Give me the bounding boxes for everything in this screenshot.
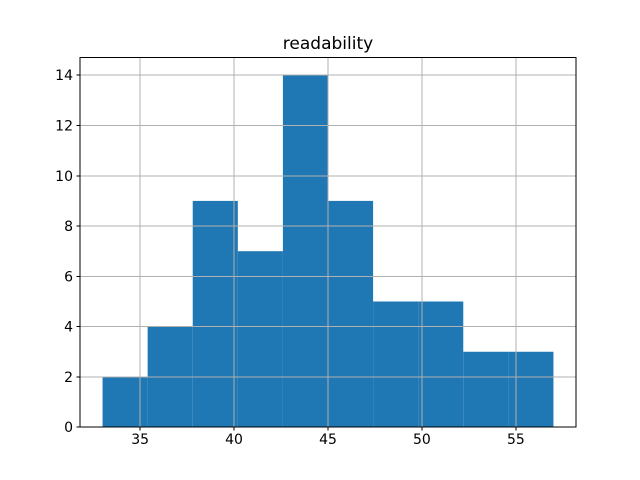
y-tick-label: 6: [64, 269, 73, 285]
y-tick-label: 10: [55, 169, 73, 185]
tick-labels-layer: 35 40 45 50 55 0 2 4 6 8 10 12 14: [55, 68, 525, 448]
ticks-layer: [76, 74, 517, 431]
x-tick-label: 40: [225, 432, 243, 448]
y-tick-label: 14: [55, 68, 73, 84]
histogram-bar: [463, 351, 509, 428]
y-tick-label: 12: [55, 118, 73, 134]
x-tick-label: 55: [507, 432, 525, 448]
y-tick-label: 2: [64, 370, 73, 386]
histogram-bar: [282, 75, 328, 428]
chart-title: readability: [283, 34, 373, 54]
bars-layer: [102, 75, 554, 428]
y-tick-label: 8: [64, 219, 73, 235]
histogram-bar: [373, 301, 419, 428]
histogram-bar: [192, 200, 238, 428]
histogram-bar: [237, 251, 283, 428]
histogram-bar: [418, 301, 464, 428]
histogram-bar: [102, 376, 148, 428]
histogram-bar: [508, 351, 554, 428]
y-tick-label: 0: [64, 420, 73, 436]
grid-layer: [80, 57, 576, 428]
x-tick-label: 50: [413, 432, 431, 448]
x-tick-label: 45: [319, 432, 337, 448]
y-tick-label: 4: [64, 320, 73, 336]
histogram-bar: [328, 200, 374, 428]
x-tick-label: 35: [131, 432, 149, 448]
